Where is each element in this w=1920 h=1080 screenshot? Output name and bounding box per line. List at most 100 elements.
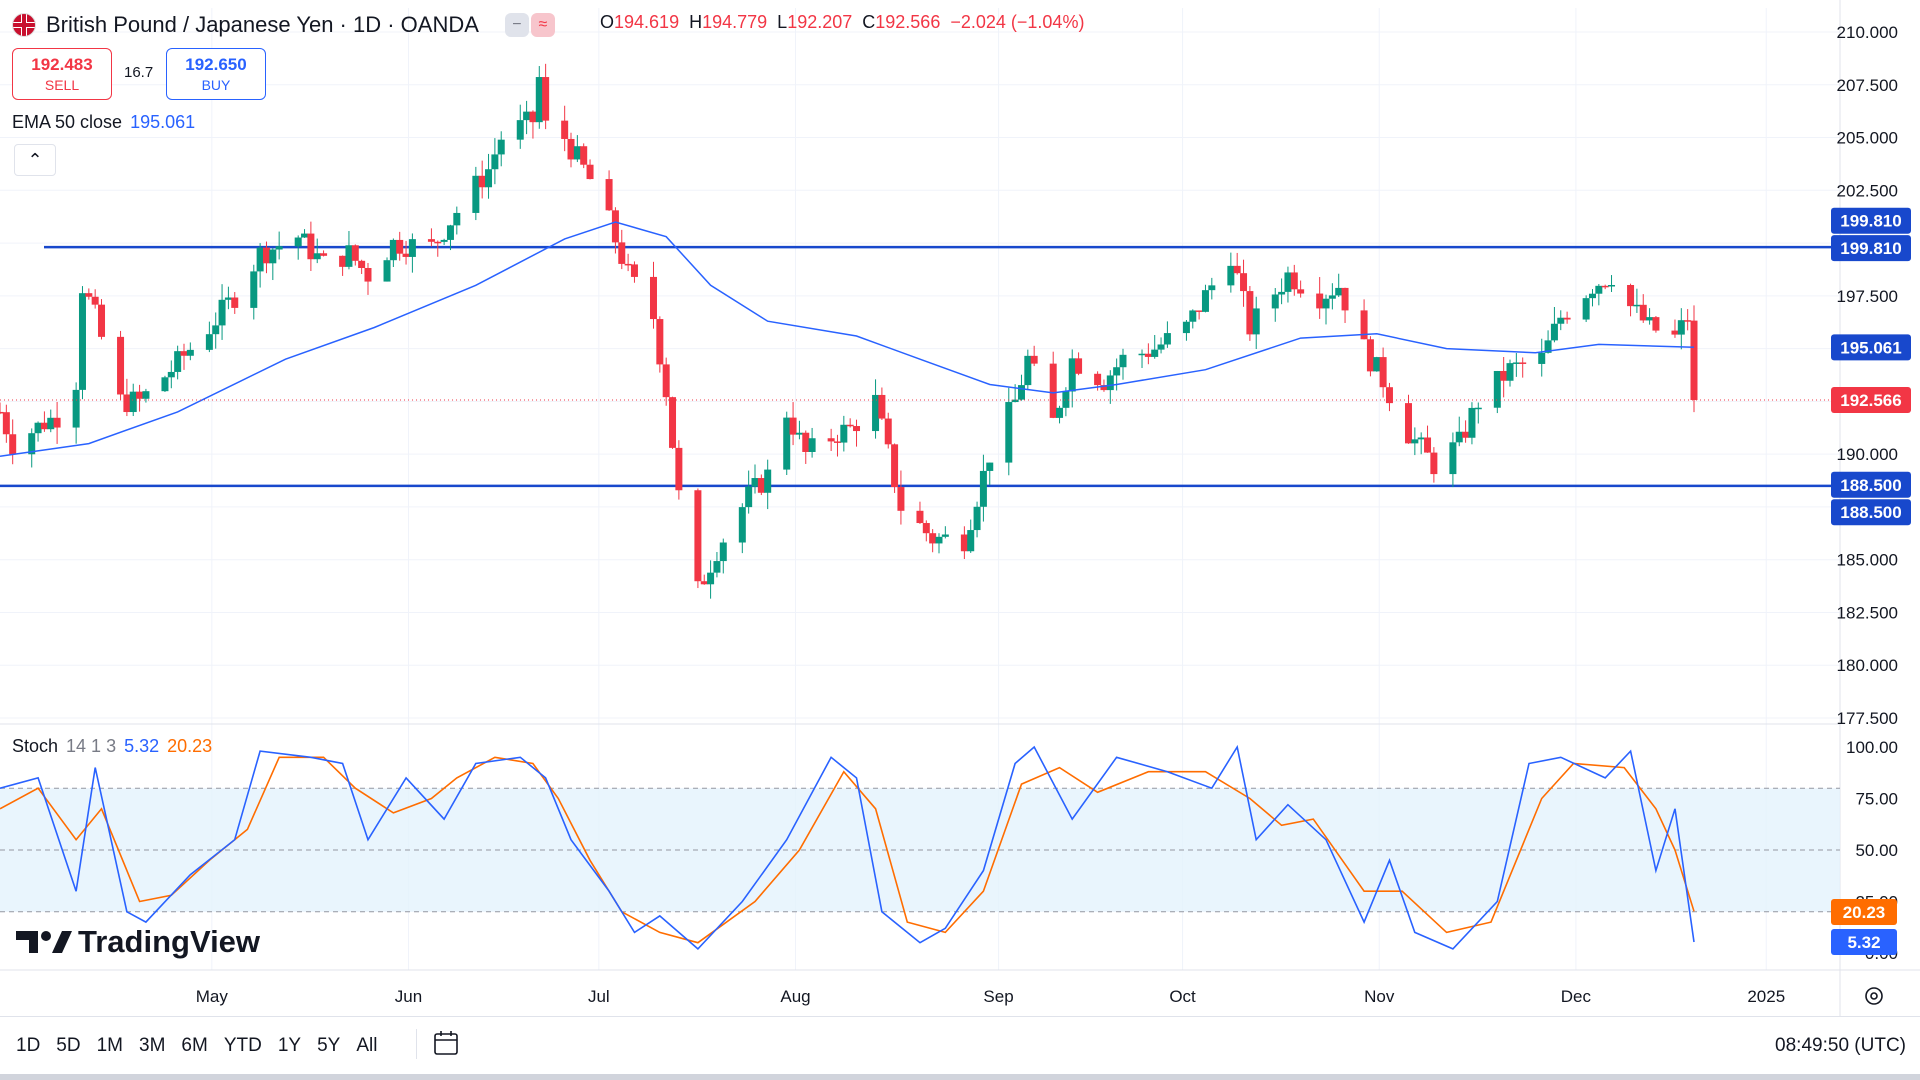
utc-clock[interactable]: 08:49:50 (UTC) [1775,1035,1906,1056]
candle-body [707,572,715,585]
candle-body [516,120,524,140]
candle-body [161,377,169,392]
candle-body [408,239,416,257]
buy-price: 192.650 [185,55,247,74]
candle-body [224,297,232,300]
range-button-all[interactable]: All [356,1035,378,1056]
range-button-1m[interactable]: 1M [96,1035,123,1056]
range-button-1d[interactable]: 1D [16,1035,41,1056]
candle-body [1468,407,1476,438]
sell-label: SELL [44,77,80,93]
candle-body [0,411,4,414]
candle-body [662,364,670,398]
bottom-toolbar: 1D 5D 1M 3M 6M YTD 1Y 5Y All 08:49:50 (UTC) [0,1016,1920,1075]
candle-body [446,225,454,240]
candle-body [1284,272,1292,292]
range-button-1y[interactable]: 1Y [277,1035,302,1056]
candle-body [542,77,550,121]
candle-body [878,394,886,419]
minus-icon[interactable]: − [504,13,529,37]
candle-body [1113,367,1121,376]
y-tick-label: 190.000 [1837,445,1898,464]
compare-pills: − ≈ [504,13,555,37]
price-chart[interactable]: 210.000207.500205.000202.500200.000197.5… [0,0,1920,1016]
candle-body [1316,293,1324,309]
tradingview-logo[interactable]: TradingView [16,924,260,960]
candle-body [1144,353,1152,357]
candle-body [402,253,410,257]
candle-body [1189,310,1197,322]
candle-body [231,297,239,308]
range-button-6m[interactable]: 6M [181,1035,208,1056]
price-labels: 199.810 199.810 195.061 192.566 188.500 188.5… [1831,207,1911,955]
price-label-text: 195.061 [1840,338,1901,357]
candle-body [1201,290,1209,312]
y-tick-label: 207.500 [1837,76,1898,95]
buy-button[interactable]: 192.650 BUY [166,48,266,100]
buy-label: BUY [201,77,231,93]
range-button-5d[interactable]: 5D [56,1035,81,1056]
candle-body [472,175,480,213]
candle-body [1411,439,1419,444]
stochastic-value-box [1831,899,1897,925]
candle-body [1550,323,1558,341]
candle-body [1094,373,1102,386]
candle-body [1271,294,1279,309]
price-label-box [1831,334,1911,361]
candle-body [1068,358,1076,392]
candle-body [580,146,588,165]
candle-body [941,534,949,537]
candle-body [1360,310,1368,340]
candle-body [783,417,791,470]
candle-body [186,349,194,356]
calendar-icon[interactable] [432,1029,460,1057]
candle-body [1005,402,1013,463]
candle-body [916,510,924,524]
stochastic-d-line [0,756,1695,944]
candle-body [1690,320,1698,400]
range-button-ytd[interactable]: YTD [223,1035,262,1056]
range-button-3m[interactable]: 3M [139,1035,166,1056]
candle-body [745,486,753,508]
candle-body [123,394,131,413]
candle-body [960,534,968,552]
symbol-title[interactable]: British Pound / Japanese Yen · 1D · OAND… [46,12,479,37]
horizontal-lines [0,245,1840,488]
stochastic-legend[interactable]: Stoch 14 1 3 5.32 20.23 [12,736,212,757]
candle-body [764,469,772,493]
candle-body [9,434,17,455]
candle-body [1151,349,1159,357]
y-tick-label: 185.000 [1837,551,1898,570]
ema-label: EMA 50 close [12,112,123,132]
candle-body [795,432,803,435]
chevron-up-icon: ⌃ [27,149,43,170]
wave-icon[interactable]: ≈ [530,13,555,37]
ema-legend[interactable]: EMA 50 close 195.061 [12,112,195,133]
price-label-text: 192.566 [1840,391,1901,410]
range-button-5y[interactable]: 5Y [317,1035,341,1056]
x-tick-label: 2025 [1747,987,1785,1006]
price-label-box [1831,499,1911,526]
ohlc-readout: O194.619 H194.779 L192.207 C192.566 −2.0… [600,12,1084,33]
candle-body [2,412,10,435]
candle-body [453,212,461,226]
candle-body [250,271,258,308]
candle-body [269,249,277,264]
settings-gear-icon[interactable] [1862,984,1886,1008]
candle-body [808,438,816,452]
stochastic-k-value: 5.32 [124,736,160,756]
x-tick-label: Sep [983,987,1013,1006]
candle-body [827,438,835,442]
candle-body [1100,385,1108,391]
candle-body [1056,407,1064,418]
candle-body [1011,399,1019,403]
candle-body [523,111,531,121]
collapse-legend-button[interactable]: ⌃ [14,144,56,176]
candle-body [129,391,137,413]
candle-body [1195,310,1203,312]
candle-body [1030,355,1038,364]
candle-body [1119,354,1127,368]
stochastic-tick-label: 75.00 [1855,790,1898,809]
sell-button[interactable]: 192.483 SELL [12,48,112,100]
candle-body [1024,355,1032,386]
